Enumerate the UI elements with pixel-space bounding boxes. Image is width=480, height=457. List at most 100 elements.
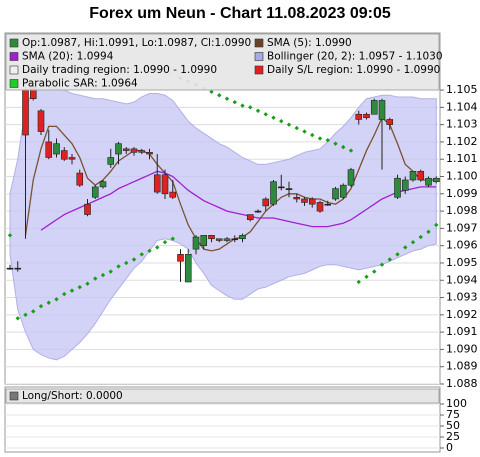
candle-body <box>246 214 254 221</box>
y-tick-label: 1.103 <box>446 118 478 131</box>
candle-body <box>177 254 184 262</box>
candle-body <box>254 210 262 213</box>
y-tick-label: 1.091 <box>446 325 478 338</box>
sar-dot <box>372 269 377 274</box>
sar-dot <box>434 222 439 228</box>
sar-dot <box>217 93 222 98</box>
legend-label: Long/Short: 0.0000 <box>22 390 123 402</box>
y-tick-label: 1.102 <box>446 135 478 148</box>
candle-body <box>425 177 432 186</box>
sar-dot <box>155 245 160 250</box>
legend-label: Daily S/L region: 1.0990 - 1.0990 <box>267 64 440 76</box>
sar-dot <box>286 122 292 127</box>
legend-swatch <box>9 65 19 75</box>
sar-dot <box>302 129 307 134</box>
candle-body <box>153 174 161 193</box>
sar-dot <box>248 105 253 110</box>
legend-label: SMA (20): 1.0994 <box>22 51 114 63</box>
sar-dot <box>54 297 59 302</box>
bollinger-band <box>9 86 437 361</box>
candle-body <box>277 186 285 189</box>
y-tick-label: 0 <box>446 441 453 454</box>
sar-dot <box>15 316 20 321</box>
y-tick-label: 1.093 <box>446 291 478 304</box>
candle-body <box>285 188 293 190</box>
plot-area <box>5 75 440 384</box>
sar-dot <box>209 89 214 94</box>
legend-label: Parabolic SAR: 1.0964 <box>22 78 138 90</box>
candle-body <box>192 236 200 250</box>
sar-dot <box>124 260 129 266</box>
candle-body <box>339 184 347 198</box>
candle-body <box>347 169 355 186</box>
y-tick-label: 1.100 <box>446 170 478 183</box>
candle-body <box>378 100 386 120</box>
candle-body <box>68 157 76 160</box>
sar-dot <box>170 236 175 241</box>
legend-swatch <box>254 52 264 61</box>
sar-dot <box>23 312 28 318</box>
legend-label: Daily trading region: 1.0990 - 1.0990 <box>22 64 217 76</box>
candle-body <box>37 110 45 132</box>
sar-dot <box>403 245 408 250</box>
candle-body <box>107 157 115 165</box>
candle-body <box>184 254 192 283</box>
sar-dot <box>85 281 90 286</box>
candle-body <box>401 179 409 191</box>
sar-dot <box>426 229 431 235</box>
sar-dot <box>294 125 299 131</box>
candle-body <box>409 171 417 181</box>
sar-dot <box>395 252 400 257</box>
sar-dot <box>162 240 168 245</box>
candle-body <box>355 113 363 120</box>
y-tick-label: 1.101 <box>446 152 478 165</box>
sar-dot <box>7 233 13 238</box>
candle-body <box>239 235 246 240</box>
sar-dot <box>333 141 338 146</box>
candle-body <box>122 148 130 151</box>
candle-body <box>363 113 370 119</box>
sar-dot <box>317 136 323 141</box>
candle-body <box>262 198 270 207</box>
sar-dot <box>341 144 346 150</box>
indicator-line <box>24 116 437 252</box>
sar-dot <box>325 138 330 143</box>
candle-body <box>146 152 153 155</box>
candle-body <box>169 191 177 198</box>
sar-dot <box>356 279 361 285</box>
candle-body <box>332 188 339 200</box>
candle-body <box>293 196 301 200</box>
sar-dot <box>139 252 144 257</box>
overlay: 1.088 1.089 1.090 1.091 1.092 1.093 1.094 1.095… <box>5 33 478 454</box>
sar-dot <box>410 240 416 245</box>
y-tick-label: 1.089 <box>446 360 478 373</box>
sar-dot <box>131 257 137 262</box>
sar-dot <box>93 276 98 281</box>
legend-swatch <box>254 65 264 75</box>
y-tick-label: 100 <box>446 397 467 410</box>
sar-dot <box>224 96 230 101</box>
sar-dot <box>387 257 392 262</box>
candle-body <box>215 238 223 241</box>
candle-body <box>394 177 401 198</box>
candle-body <box>76 172 84 186</box>
y-tick-label: 50 <box>446 419 460 432</box>
candle-body <box>208 235 215 240</box>
y-tick-label: 1.096 <box>446 239 478 252</box>
legend-box <box>5 33 440 91</box>
indicator-line <box>40 170 437 231</box>
y-tick-label: 1.105 <box>446 83 478 96</box>
legend-box <box>5 388 440 404</box>
candle-body <box>53 143 60 155</box>
candle-body <box>22 89 29 136</box>
sar-dot <box>255 108 261 114</box>
sar-dot <box>263 112 268 117</box>
y-tick-label: 1.099 <box>446 187 478 200</box>
y-tick-label: 1.098 <box>446 204 478 217</box>
candle-body <box>91 186 99 198</box>
sar-dot <box>77 284 82 290</box>
y-tick-label: 1.092 <box>446 308 478 321</box>
y-tick-label: 25 <box>446 430 460 443</box>
legend-swatch <box>9 79 19 88</box>
